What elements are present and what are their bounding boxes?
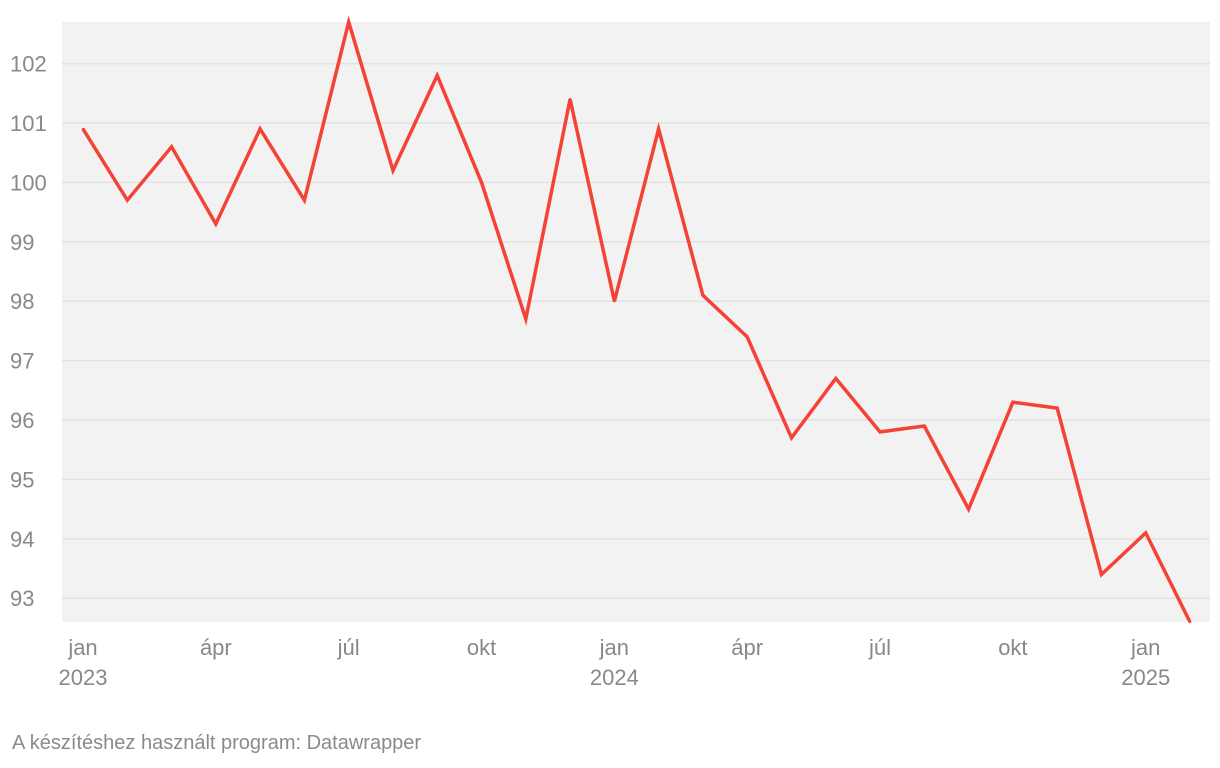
data-point [1011,400,1015,404]
y-tick-label: 100 [10,170,47,195]
data-point [1100,573,1103,576]
y-tick-label: 102 [10,52,47,77]
series-layer [81,15,1192,624]
y-tick-label: 93 [10,586,34,611]
data-point [81,127,85,131]
x-tick-label: ápr [200,635,232,660]
x-tick-label: okt [998,635,1027,660]
x-tick-label: ápr [731,635,763,660]
y-tick-label: 99 [10,230,34,255]
data-point [701,294,705,297]
data-point [568,98,572,101]
data-point [790,436,793,440]
data-point [391,169,395,172]
y-tick-label: 101 [10,111,47,136]
x-tick-label: jan [599,635,629,660]
data-point [746,335,749,339]
gridlines [62,62,1210,599]
data-point [436,74,439,77]
footer-credit: A készítéshez használt program: Datawrap… [12,732,422,754]
y-tick-label: 98 [10,289,34,314]
data-point [214,222,218,226]
data-point [170,145,173,148]
x-tick-label: okt [467,635,496,660]
data-point [834,377,837,380]
y-tick-label: 96 [10,408,34,433]
data-point [657,127,660,131]
x-tick-label: júl [337,635,360,660]
x-tick-year-label: 2025 [1121,665,1170,690]
data-point [967,507,970,511]
data-point [878,430,882,434]
x-tick-year-label: 2023 [59,665,108,690]
data-point [126,199,129,202]
series-line-index [81,15,1192,623]
x-axis-tick-labels: jan 2023 ápr júl okt jan 2024 ápr júl okt jan 2025 [59,635,1171,690]
data-point [1188,620,1192,624]
line-chart: 93 94 95 96 97 98 99 100 101 102 jan 2023 ápr júl okt… [10,15,1210,690]
y-tick-label: 95 [10,467,34,492]
y-tick-label: 94 [10,527,34,552]
data-point [923,424,926,428]
plot-background [62,22,1210,622]
data-point [1144,531,1147,535]
data-point [258,127,262,131]
y-axis-tick-labels: 93 94 95 96 97 98 99 100 101 102 [10,52,47,612]
x-tick-year-label: 2024 [590,665,639,690]
x-tick-label: jan [67,635,97,660]
x-tick-label: jan [1130,635,1160,660]
data-point [524,317,527,321]
data-point [303,199,306,202]
data-point [1055,406,1059,410]
data-point [480,181,483,184]
data-point [613,300,616,303]
x-tick-label: júl [868,635,891,660]
y-tick-label: 97 [10,349,34,374]
data-point [347,20,350,24]
